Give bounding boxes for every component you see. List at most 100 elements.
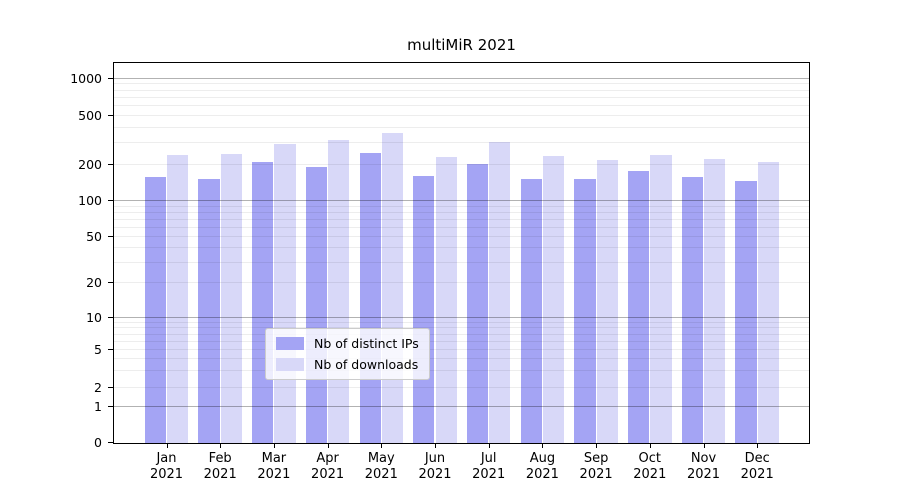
y-tick-label: 2 bbox=[94, 379, 102, 395]
bar-distinct-ips bbox=[520, 178, 542, 443]
bar-distinct-ips bbox=[681, 177, 703, 443]
y-tick-label: 100 bbox=[78, 193, 102, 209]
bar-downloads bbox=[489, 142, 511, 443]
y-tick-label: 500 bbox=[78, 107, 102, 123]
y-tick-label: 50 bbox=[86, 229, 102, 244]
x-tick-mark bbox=[542, 443, 544, 448]
x-tick-label: May 2021 bbox=[364, 451, 398, 482]
gridline-major bbox=[114, 317, 809, 318]
gridline-minor bbox=[114, 142, 809, 144]
y-tick-label: 1000 bbox=[70, 70, 102, 86]
bar-downloads bbox=[435, 156, 457, 443]
gridline-major bbox=[114, 200, 809, 202]
gridline-minor bbox=[114, 261, 809, 263]
chart-title: multiMiR 2021 bbox=[407, 36, 516, 54]
gridline-minor bbox=[114, 236, 809, 237]
legend-item-downloads: Nb of downloads bbox=[276, 357, 419, 372]
gridline-major bbox=[114, 77, 809, 79]
bar-distinct-ips bbox=[359, 153, 381, 443]
gridline-minor bbox=[114, 114, 809, 116]
bar-downloads bbox=[381, 132, 404, 443]
x-tick-mark bbox=[435, 443, 436, 448]
bar-downloads bbox=[274, 143, 296, 443]
x-tick-label: Apr 2021 bbox=[311, 451, 345, 482]
bar-distinct-ips bbox=[198, 179, 220, 443]
y-tick-label: 20 bbox=[86, 274, 102, 290]
x-tick-mark bbox=[649, 443, 651, 448]
x-tick-label: Jul 2021 bbox=[472, 451, 506, 482]
gridline-minor bbox=[114, 321, 809, 323]
gridline-minor bbox=[114, 247, 809, 249]
bar-downloads bbox=[220, 153, 242, 443]
x-tick-mark bbox=[757, 443, 759, 448]
gridline-minor bbox=[114, 369, 809, 371]
x-tick-mark bbox=[273, 443, 275, 448]
x-tick-mark bbox=[488, 443, 490, 448]
bar-distinct-ips bbox=[144, 177, 166, 443]
gridline-minor bbox=[114, 226, 809, 228]
y-tick-mark bbox=[108, 164, 113, 165]
y-tick-label: 0 bbox=[94, 435, 102, 450]
bar-downloads bbox=[542, 156, 565, 443]
x-tick-mark bbox=[327, 443, 329, 448]
gridline-minor bbox=[114, 205, 809, 207]
y-tick-mark bbox=[108, 281, 113, 283]
gridline-minor bbox=[114, 164, 809, 165]
bar-distinct-ips bbox=[413, 175, 435, 443]
x-tick-label: Jan 2021 bbox=[149, 451, 184, 482]
y-tick-mark bbox=[108, 317, 113, 318]
x-tick-mark bbox=[596, 443, 598, 448]
y-tick-mark bbox=[108, 406, 113, 408]
bar-downloads bbox=[650, 155, 672, 443]
gridline-minor bbox=[114, 105, 809, 106]
legend-swatch-distinct-ips bbox=[276, 337, 304, 350]
gridline-minor bbox=[114, 333, 809, 335]
y-tick-mark bbox=[108, 386, 113, 388]
x-tick-label: Mar 2021 bbox=[257, 451, 291, 482]
gridline-minor bbox=[114, 340, 809, 342]
x-tick-label: Sep 2021 bbox=[579, 451, 613, 482]
gridline-minor bbox=[114, 96, 809, 98]
gridline-minor bbox=[114, 327, 809, 329]
x-tick-mark bbox=[166, 443, 168, 448]
bar-distinct-ips bbox=[735, 181, 757, 443]
gridline-minor bbox=[114, 218, 809, 220]
x-tick-mark bbox=[703, 443, 705, 448]
x-tick-label: Nov 2021 bbox=[686, 451, 721, 482]
bar-distinct-ips bbox=[466, 164, 489, 443]
gridline-major bbox=[114, 406, 809, 408]
plot-area: 0 1 2 5 10 20 50 100 200 500 1000 Jan 2021 Feb 2021 Mar… bbox=[70, 62, 810, 482]
x-tick-mark bbox=[381, 443, 383, 448]
gridline-minor bbox=[114, 89, 809, 91]
y-tick-label: 200 bbox=[78, 157, 102, 172]
y-tick-mark bbox=[108, 200, 113, 202]
y-tick-label: 10 bbox=[86, 310, 102, 325]
legend-swatch-downloads bbox=[276, 358, 304, 371]
legend-item-distinct-ips: Nb of distinct IPs bbox=[276, 336, 419, 351]
x-tick-label: Aug 2021 bbox=[525, 451, 559, 482]
x-tick-label: Dec 2021 bbox=[740, 451, 774, 482]
y-tick-mark bbox=[108, 236, 113, 237]
bar-distinct-ips bbox=[305, 167, 328, 443]
x-tick-label: Jun 2021 bbox=[418, 451, 452, 482]
bar-downloads bbox=[757, 162, 779, 443]
gridline-minor bbox=[114, 126, 809, 128]
bar-downloads bbox=[596, 159, 618, 443]
gridline-minor bbox=[114, 386, 809, 388]
bar-distinct-ips bbox=[628, 171, 650, 443]
y-tick-label: 5 bbox=[94, 342, 102, 357]
legend: Nb of distinct IPs Nb of downloads bbox=[265, 328, 430, 380]
gridline-minor bbox=[114, 211, 809, 213]
bar-downloads bbox=[328, 140, 350, 443]
bar-downloads bbox=[704, 159, 726, 443]
bar-distinct-ips bbox=[252, 161, 274, 443]
gridline-minor bbox=[114, 83, 809, 85]
gridline-minor bbox=[114, 281, 809, 283]
bar-downloads bbox=[167, 155, 189, 443]
legend-label-distinct-ips: Nb of distinct IPs bbox=[314, 336, 419, 351]
gridline-minor bbox=[114, 349, 809, 350]
x-tick-label: Feb 2021 bbox=[203, 451, 237, 482]
x-tick-label: Oct 2021 bbox=[633, 451, 667, 482]
y-tick-label: 1 bbox=[94, 399, 102, 415]
